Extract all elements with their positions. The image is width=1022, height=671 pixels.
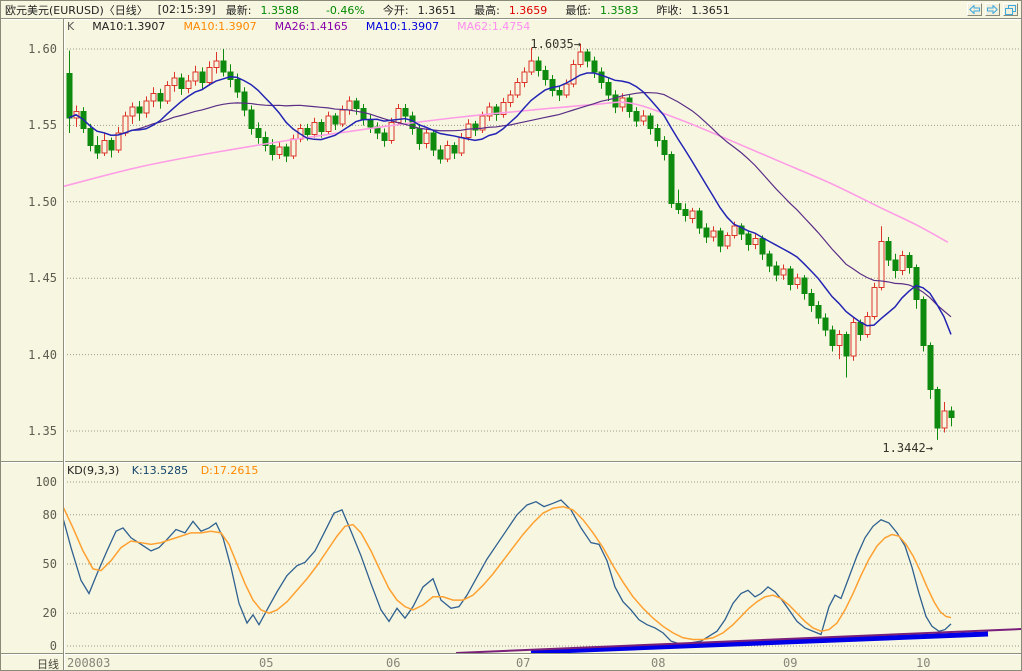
quote-field: -0.46%: [325, 3, 365, 17]
ma-legend-item: MA10:1.3907: [92, 20, 166, 33]
ma-legend-item: MA62:1.4754: [457, 20, 531, 33]
quote-field: 今开: 1.3651: [382, 3, 457, 17]
chart-style-label: K: [67, 20, 75, 33]
price-axis-label: 1.45: [28, 271, 57, 286]
back-button[interactable]: [967, 3, 982, 16]
quote-fields: 最新: 1.3588 -0.46% 今开: 1.3651 最高: 1.3659 最低: 1.35…: [226, 2, 748, 18]
ma-lines: [64, 72, 952, 335]
ma-legend: K MA10:1.3907 MA10:1.3907 MA26:1.4165 MA10:1…: [67, 20, 548, 33]
title-bar: 欧元美元(EURUSD)〈日线〉 [02:15:39] 最新: 1.3588 -0.…: [1, 1, 1021, 18]
price-axis-label: 1.35: [28, 424, 57, 438]
kd-axis-label: 80: [42, 507, 57, 522]
time-axis-label: 200803: [67, 656, 111, 670]
time-axis-label: 07: [516, 656, 531, 670]
ma-legend-item: MA10:1.3907: [365, 20, 440, 33]
cascade-windows-icon: [1005, 4, 1016, 15]
nav-buttons: [967, 3, 1018, 16]
thick-blue-trendline: [530, 631, 989, 653]
time-axis-label: 05: [259, 656, 274, 670]
time-axis-label: 09: [783, 656, 798, 670]
arrow-left-icon: [969, 5, 980, 14]
quote-field: 最高: 1.3659: [474, 3, 548, 17]
kd-axis-label: 0: [49, 639, 57, 653]
instrument-title: 欧元美元(EURUSD)〈日线〉: [5, 3, 148, 17]
quote-field: 最新: 1.3588: [225, 3, 299, 17]
price-axis-label: 1.50: [28, 194, 57, 209]
kd-k-value: K:13.5285: [131, 464, 189, 477]
kd-d-value: D:17.2615: [200, 464, 259, 477]
period-label: 日线: [37, 658, 59, 671]
price-axis-label: 1.55: [28, 118, 57, 133]
time-axis-label: 08: [651, 656, 666, 670]
price-axis-label: 1.60: [28, 42, 57, 56]
price-annotation: 1.6035→: [530, 37, 581, 51]
kd-lines: [64, 499, 1021, 653]
kd-axis-label: 50: [42, 557, 57, 571]
cascade-windows-button[interactable]: [1003, 3, 1018, 16]
forward-button[interactable]: [985, 3, 1000, 16]
time-axis-label: 10: [916, 656, 931, 670]
thin-purple-trendline: [455, 628, 1021, 653]
kd-axis-label: 20: [42, 606, 57, 621]
candlestick-series: [66, 43, 955, 440]
kd-axis-label: 100: [35, 475, 57, 489]
quote-time: [02:15:39]: [157, 3, 216, 16]
price-axis-label: 1.40: [28, 347, 57, 362]
ma-legend-item: MA26:1.4165: [274, 20, 348, 33]
arrow-right-icon: [987, 5, 998, 14]
time-axis-label: 06: [386, 656, 401, 670]
quote-field: 昨收: 1.3651: [656, 3, 730, 17]
kd-indicator-name: KD(9,3,3): [67, 464, 120, 477]
kd-header: KD(9,3,3) K:13.5285 D:17.2615: [67, 464, 267, 477]
quote-field: 最低: 1.3583: [565, 3, 639, 17]
ma-legend-item: MA10:1.3907: [183, 20, 257, 33]
ma-legend-items: MA10:1.3907 MA10:1.3907 MA26:1.4165 MA10:1.…: [83, 20, 539, 33]
price-annotation: 1.3442→: [882, 441, 933, 455]
